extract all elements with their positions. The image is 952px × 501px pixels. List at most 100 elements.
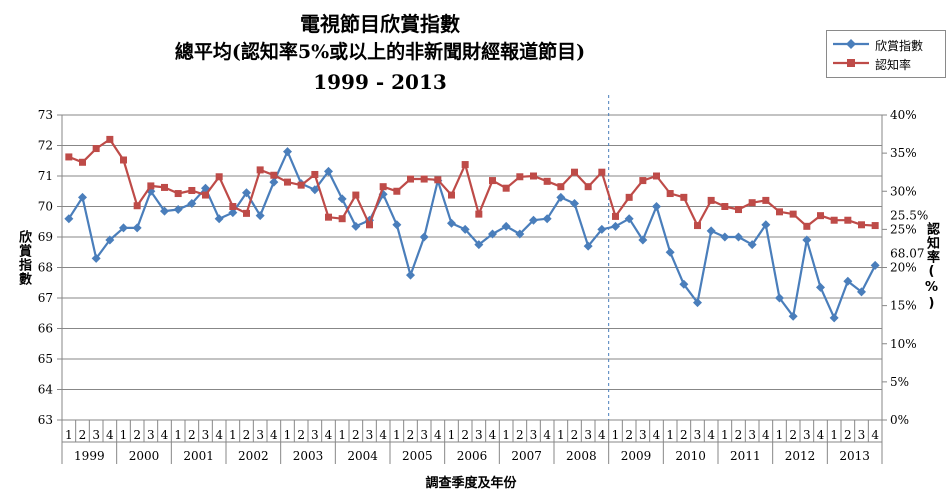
y2-tick-label: 0% — [890, 413, 909, 427]
data-point — [720, 232, 730, 242]
data-point — [187, 198, 197, 208]
data-point — [789, 210, 797, 218]
data-point — [488, 229, 497, 239]
data-point — [228, 208, 238, 218]
data-point — [611, 221, 620, 231]
data-point — [161, 183, 168, 191]
x-tick-label: 4 — [161, 428, 169, 442]
data-point — [598, 168, 606, 176]
data-point — [515, 229, 525, 239]
data-point — [379, 183, 387, 191]
data-point — [871, 222, 879, 230]
x-tick-label: 1 — [120, 428, 128, 442]
data-point — [816, 282, 825, 292]
y-tick-label: 64 — [38, 383, 54, 397]
x-tick-label: 4 — [543, 428, 551, 442]
data-point — [474, 240, 484, 250]
x-tick-label: 2 — [352, 428, 360, 442]
y2-tick-label: 35% — [890, 146, 917, 160]
data-point — [529, 215, 538, 225]
x-tick-label: 2 — [844, 428, 852, 442]
x-year-label: 2001 — [183, 449, 214, 463]
data-point — [762, 196, 770, 204]
data-point — [639, 177, 647, 185]
data-point — [556, 192, 566, 202]
x-tick-label: 1 — [721, 428, 729, 442]
x-tick-label: 3 — [366, 428, 374, 442]
data-point — [120, 156, 127, 164]
data-point — [434, 176, 442, 184]
x-year-label: 2009 — [621, 449, 652, 463]
data-point — [597, 224, 607, 234]
x-tick-label: 2 — [571, 428, 579, 442]
legend-diamond-marker-icon — [833, 39, 869, 49]
data-label: 68.07 — [890, 246, 924, 260]
x-tick-label: 1 — [448, 428, 456, 442]
data-point — [214, 214, 224, 224]
y-tick-label: 73 — [38, 108, 53, 122]
data-point — [679, 279, 689, 289]
data-point — [352, 191, 360, 199]
y-axis-title: 欣賞指數 — [16, 230, 31, 286]
x-tick-label: 1 — [393, 428, 401, 442]
y-tick-label: 68 — [38, 261, 53, 275]
data-point — [392, 220, 402, 230]
x-tick-label: 2 — [188, 428, 196, 442]
data-point — [653, 172, 660, 180]
x-tick-label: 3 — [748, 428, 756, 442]
x-tick-label: 4 — [871, 428, 879, 442]
x-year-label: 2003 — [293, 449, 324, 463]
data-point — [802, 235, 812, 245]
data-point — [665, 247, 675, 257]
data-point — [735, 206, 742, 214]
x-tick-label: 4 — [379, 428, 387, 442]
x-tick-label: 2 — [297, 428, 305, 442]
data-point — [242, 188, 251, 198]
x-year-label: 2007 — [511, 449, 542, 463]
data-point — [310, 185, 320, 195]
data-point — [106, 135, 114, 143]
data-point — [269, 177, 279, 187]
x-tick-label: 2 — [133, 428, 141, 442]
data-point — [583, 241, 593, 251]
legend-item-appreciation: 欣賞指數 — [831, 36, 943, 54]
data-point — [830, 216, 838, 224]
data-point — [64, 214, 74, 224]
data-point — [91, 253, 101, 263]
x-tick-label: 1 — [338, 428, 346, 442]
data-point — [543, 177, 551, 185]
x-tick-label: 3 — [92, 428, 100, 442]
chart-title-line-3: 1999 - 2013 — [313, 70, 447, 94]
data-point — [79, 158, 86, 166]
data-point — [92, 145, 100, 153]
x-tick-label: 4 — [817, 428, 825, 442]
x-year-label: 2006 — [457, 449, 488, 463]
y2-axis-title: 認知率(%) — [924, 222, 939, 312]
data-point — [270, 171, 278, 179]
y-tick-label: 63 — [38, 413, 53, 427]
x-year-label: 1999 — [74, 449, 105, 463]
x-tick-label: 4 — [106, 428, 114, 442]
data-point — [570, 198, 579, 208]
data-point — [693, 298, 702, 308]
data-point — [584, 183, 592, 191]
y-tick-label: 71 — [38, 169, 53, 183]
x-tick-label: 3 — [858, 428, 866, 442]
data-point — [475, 210, 483, 218]
data-point — [229, 203, 237, 210]
data-point — [351, 221, 361, 231]
x-tick-label: 2 — [79, 428, 87, 442]
data-label: 25.5% — [890, 209, 928, 223]
data-point — [406, 270, 415, 280]
x-tick-label: 4 — [434, 428, 442, 442]
data-point — [557, 183, 565, 191]
x-tick-label: 4 — [707, 428, 715, 442]
x-tick-label: 3 — [420, 428, 428, 442]
data-point — [652, 202, 661, 211]
data-point — [448, 191, 455, 199]
data-point — [188, 186, 196, 194]
data-point — [419, 232, 429, 242]
x-tick-label: 4 — [270, 428, 278, 442]
x-year-label: 2011 — [730, 449, 761, 463]
